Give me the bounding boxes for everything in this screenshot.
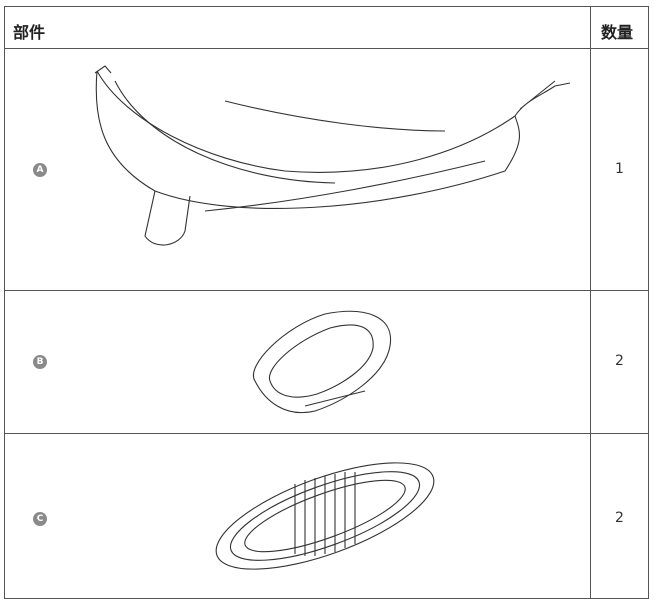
rope-illustration [215,462,435,570]
quantity: 2 [615,353,624,369]
column-divider [590,7,591,598]
row-carabiner: B 2 [5,291,648,434]
quantity: 2 [615,510,624,526]
header-row: 部件 数量 [5,7,648,49]
row-hammock: A 1 [5,49,648,291]
header-part: 部件 [13,23,46,42]
parts-table: 部件 数量 A 1 B 2 C 2 [4,6,649,599]
row-rope: C 2 [5,434,648,600]
badge: C [33,512,47,526]
carabiner-illustration [252,310,392,414]
hammock-illustration [94,65,571,246]
badge: A [33,163,47,177]
badge: B [33,355,47,369]
quantity: 1 [615,161,624,177]
header-quantity: 数量 [601,23,634,42]
